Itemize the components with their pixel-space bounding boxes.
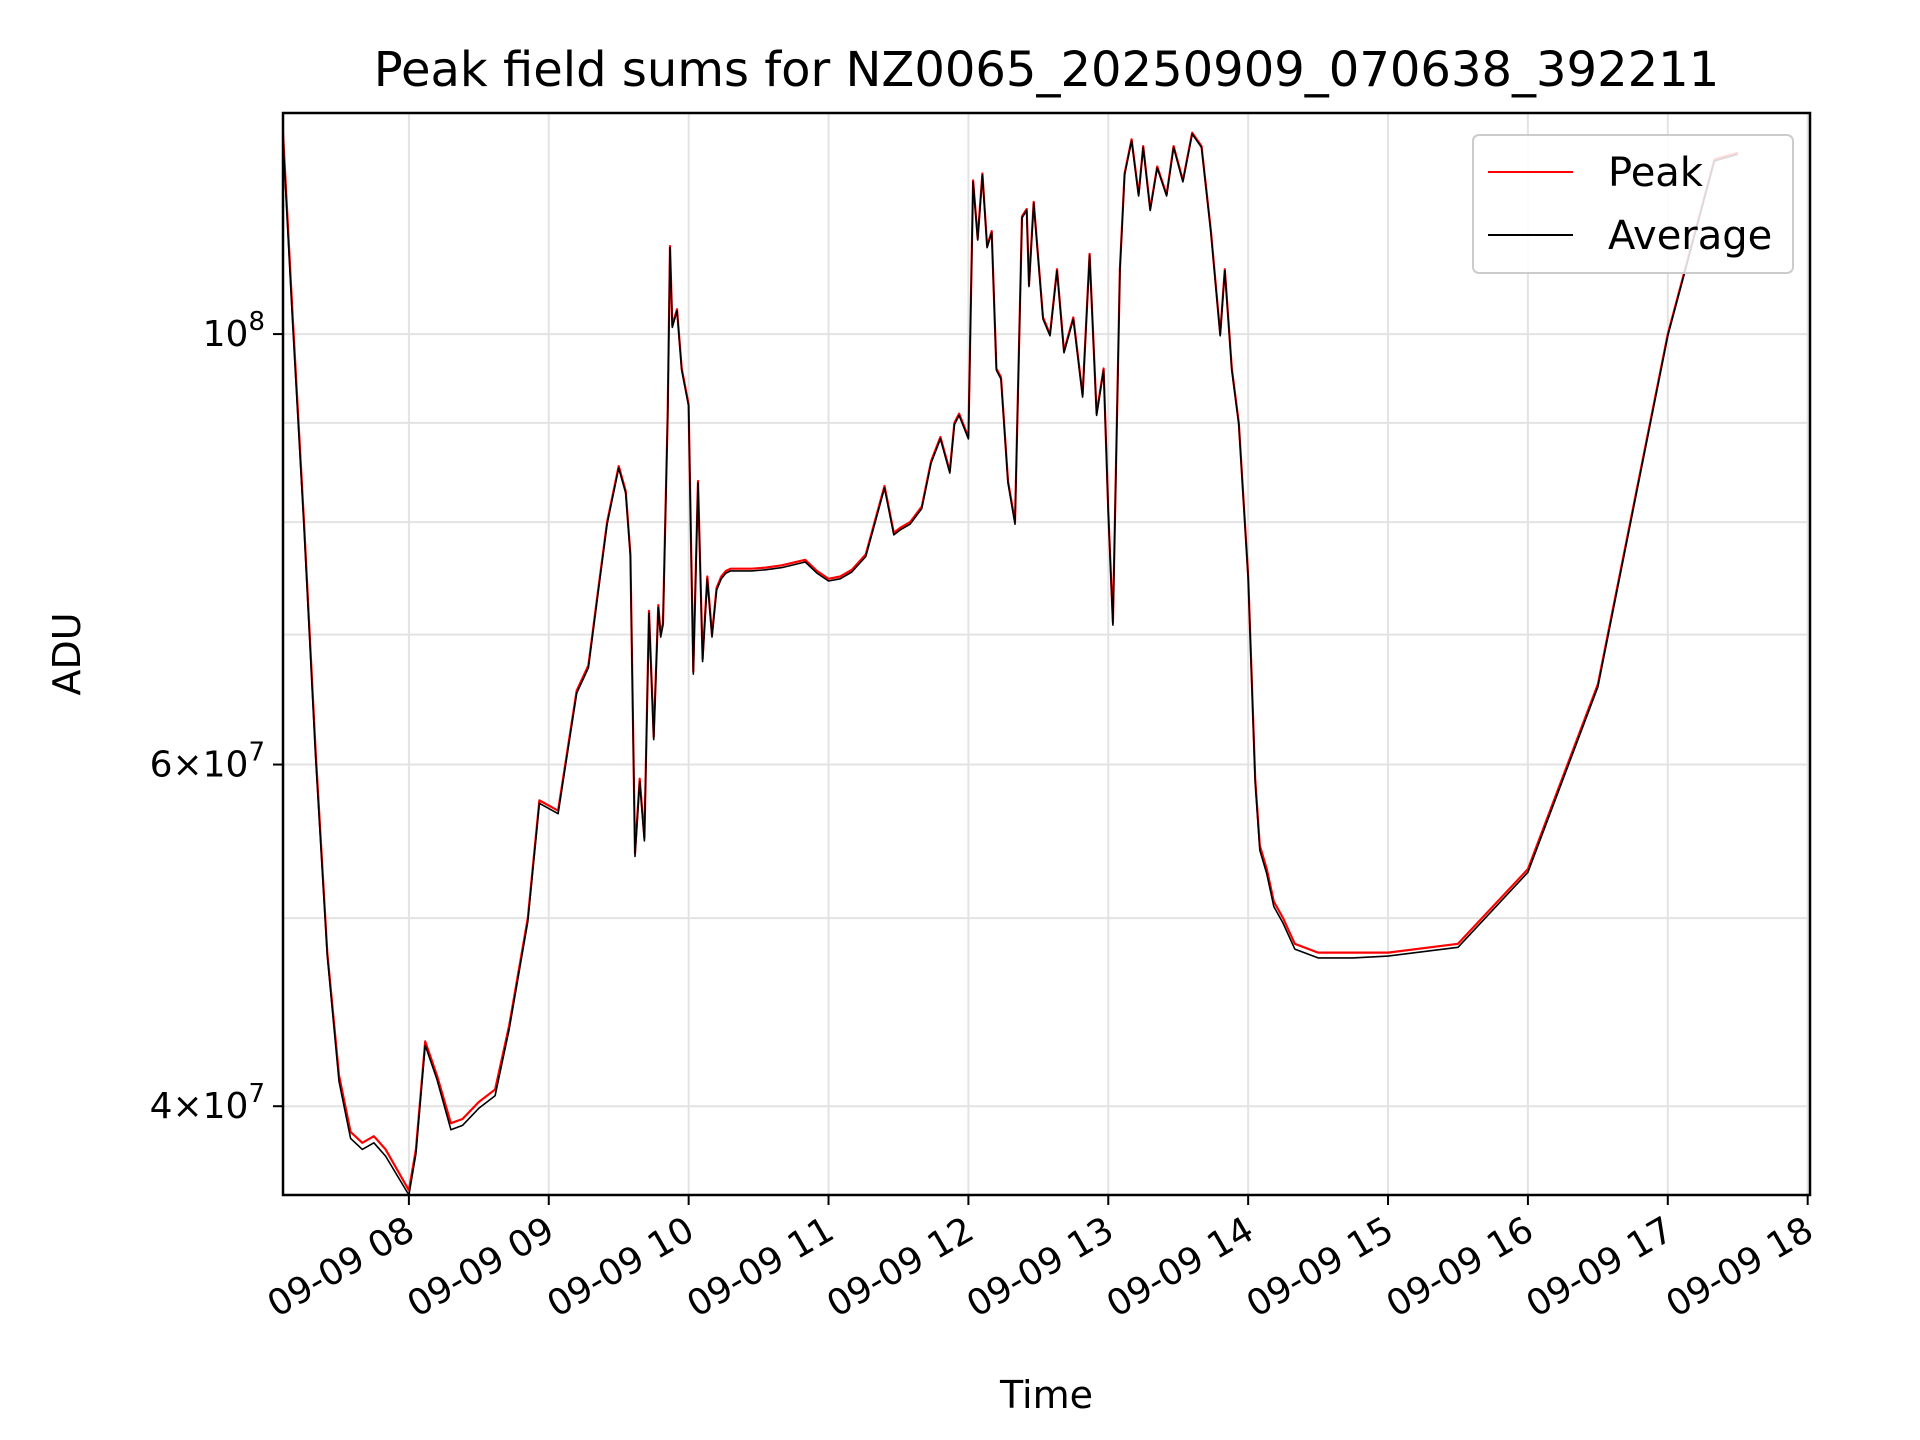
y-tick-exponent: 7 <box>248 738 265 768</box>
y-tick-base: 10 <box>203 314 249 355</box>
legend: Peak Average <box>1472 134 1794 274</box>
y-tick-times: ×10 <box>172 745 248 786</box>
x-axis-label: Time <box>999 1373 1093 1417</box>
y-tick-label: 108 <box>203 307 265 355</box>
legend-box <box>1472 134 1794 274</box>
y-tick-label: 6×107 <box>150 738 265 786</box>
legend-label-peak: Peak <box>1608 150 1704 196</box>
series-lines <box>281 131 1739 1196</box>
y-tick-exponent: 7 <box>248 1079 265 1109</box>
legend-label-average: Average <box>1608 213 1772 259</box>
series-line-average <box>282 133 1738 1196</box>
y-tick-times: ×10 <box>172 1086 248 1127</box>
y-axis-label: ADU <box>45 612 89 695</box>
grid-lines <box>283 113 1810 1195</box>
y-tick-label: 4×107 <box>150 1079 265 1127</box>
y-tick-mantissa: 6 <box>150 745 173 786</box>
y-tick-mantissa: 4 <box>150 1086 173 1127</box>
plot-frame <box>281 111 1812 1197</box>
y-tick-exponent: 8 <box>248 307 265 337</box>
chart-title: Peak field sums for NZ0065_20250909_0706… <box>374 42 1720 98</box>
